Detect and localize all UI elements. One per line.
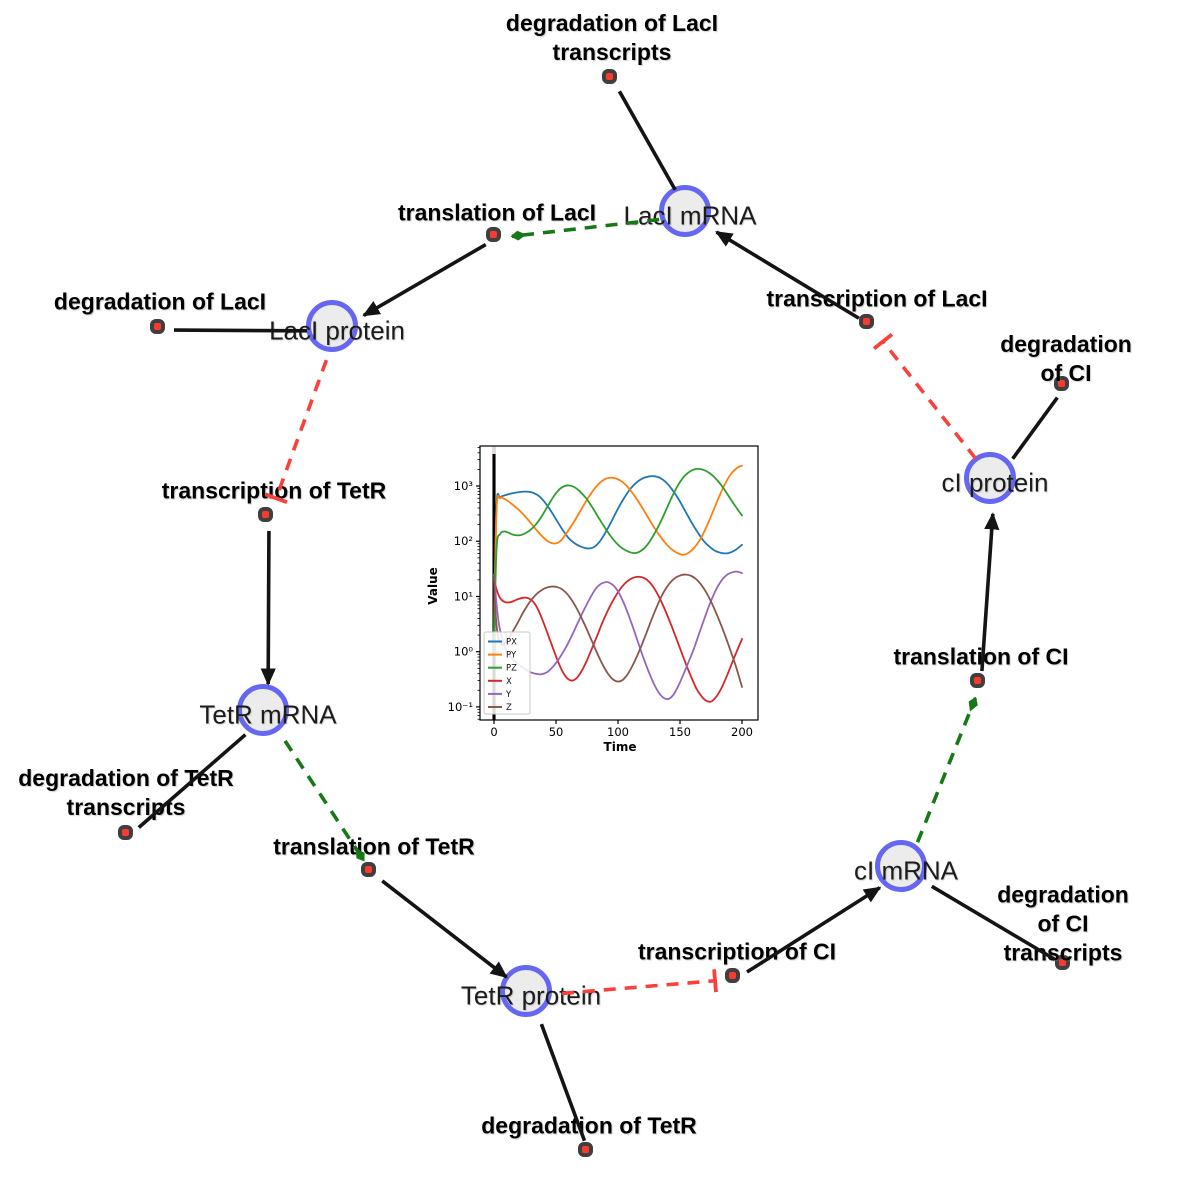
chart-y-tick-label: 10² — [454, 534, 473, 548]
reaction-node-transcription-of-laci — [858, 313, 874, 329]
species-label-laci-protein: LacI protein — [269, 315, 405, 346]
species-label-ci-protein: cI protein — [941, 467, 1049, 498]
reaction-node-degradation-of-laci — [149, 318, 165, 334]
reaction-node-degradation-of-ci-transcripts — [1054, 954, 1070, 970]
chart-y-tick-label: 10⁻¹ — [448, 700, 473, 714]
chart-legend-label-X: X — [506, 677, 512, 687]
chart-y-tick-label: 10¹ — [454, 589, 473, 603]
species-node-tetr-mrna — [237, 684, 289, 736]
species-label-laci-mrna: LacI mRNA — [623, 200, 757, 231]
reaction-node-degradation-of-ci — [1053, 375, 1069, 391]
reaction-label-transcription-of-ci: transcription of CI — [637, 938, 837, 965]
chart-series-group — [493, 464, 743, 703]
reaction-label-degradation-of-ci: degradation of CI — [1000, 331, 1132, 386]
chart-series-PX — [493, 475, 743, 636]
reaction-label-degradation-of-laci: degradation of LacI — [53, 288, 267, 315]
reaction-node-transcription-of-tetr — [257, 506, 273, 522]
chart-x-tick-label: 100 — [607, 725, 629, 739]
species-label-tetr-mrna: TetR mRNA — [199, 699, 337, 730]
inset-chart: 0 50 100 150 200 10⁻¹ 10⁰ 10¹ 10² 10³ PX PY PZ XYZ — [448, 445, 759, 739]
reaction-node-degradation-of-tetr — [577, 1141, 593, 1157]
reaction-node-translation-of-ci — [969, 672, 985, 688]
reaction-label-degradation-of-tetr: degradation of TetR — [481, 1112, 697, 1139]
species-node-laci-mrna — [659, 185, 711, 237]
species-label-tetr-protein: TetR protein — [460, 980, 602, 1011]
chart-legend-label-PZ: PZ — [506, 664, 517, 674]
chart-x-tick-label: 200 — [731, 725, 753, 739]
chart-x-tick-label: 50 — [549, 725, 564, 739]
reaction-label-translation-of-tetr: translation of TetR — [273, 833, 475, 860]
species-node-laci-protein — [306, 300, 358, 352]
chart-legend-label-PY: PY — [506, 651, 517, 661]
reaction-node-degradation-of-laci-transcripts — [601, 68, 617, 84]
species-node-tetr-protein — [500, 965, 552, 1017]
chart-y-tick-label: 10⁰ — [454, 645, 474, 659]
reaction-label-transcription-of-tetr: transcription of TetR — [161, 477, 387, 504]
chart-x-tick-label: 150 — [669, 725, 691, 739]
chart-series-Z — [493, 573, 743, 688]
species-node-ci-mrna — [875, 840, 927, 892]
chart-y-tick-label: 10³ — [454, 479, 474, 493]
reaction-node-translation-of-tetr — [360, 861, 376, 877]
chart-plot-box — [479, 445, 759, 721]
chart-series-X — [493, 575, 743, 703]
chart-legend-label-Y: Y — [505, 690, 512, 700]
chart-ylabel: Value — [426, 567, 440, 605]
species-node-ci-protein — [964, 452, 1016, 504]
species-label-ci-mrna: cI mRNA — [854, 855, 958, 886]
chart-series-PY — [493, 464, 743, 653]
chart-x-tick-label: 0 — [490, 725, 497, 739]
reaction-label-degradation-of-tetr-transcripts: degradation of TetR transcripts — [18, 765, 234, 820]
chart-xlabel: Time — [603, 740, 637, 754]
reaction-node-translation-of-laci — [485, 226, 501, 242]
chart-legend-label-PX: PX — [506, 638, 517, 648]
reaction-label-translation-of-ci: translation of CI — [893, 643, 1069, 670]
chart-legend-label-Z: Z — [506, 703, 512, 713]
reaction-label-degradation-of-laci-transcripts: degradation of LacI transcripts — [505, 10, 719, 65]
reaction-label-degradation-of-ci-transcripts: degradation of CI transcripts — [997, 881, 1129, 966]
reaction-label-translation-of-laci: translation of LacI — [397, 199, 597, 226]
chart-series-PZ — [493, 468, 743, 653]
reaction-node-transcription-of-ci — [724, 967, 740, 983]
reaction-label-transcription-of-laci: transcription of LacI — [766, 285, 988, 312]
reaction-node-degradation-of-tetr-transcripts — [117, 824, 133, 840]
